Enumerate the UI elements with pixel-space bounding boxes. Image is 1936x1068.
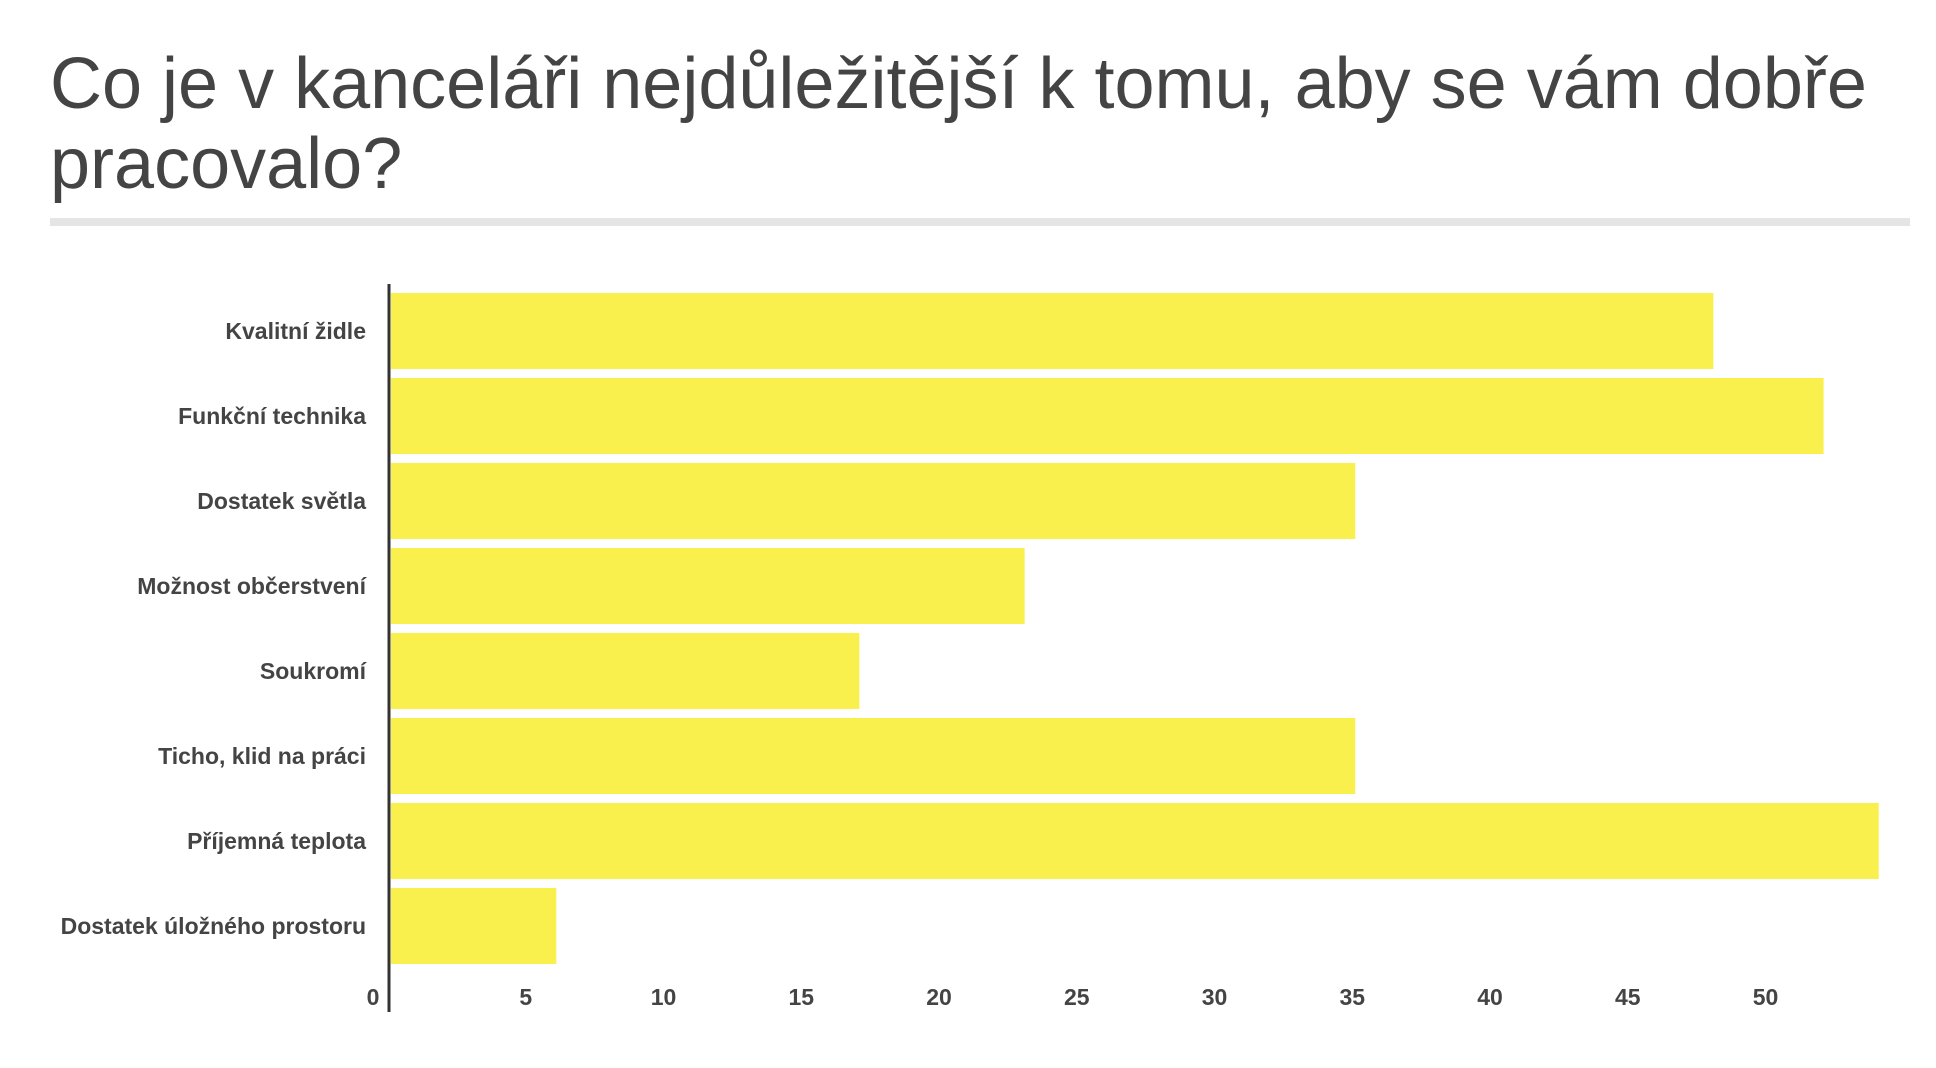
category-label: Příjemná teplota xyxy=(187,828,366,854)
bar-kvalitni-zidle xyxy=(391,293,1714,369)
bar-moznost-obcerstveni xyxy=(391,548,1025,624)
title-divider xyxy=(50,218,1910,226)
bar-dostatek-svetla xyxy=(391,463,1356,539)
bar-prijemna-teplota xyxy=(391,803,1879,879)
bar-soukromi xyxy=(391,633,860,709)
x-tick-label: 20 xyxy=(926,984,952,1010)
x-tick-label: 35 xyxy=(1339,984,1365,1010)
category-label: Kvalitní židle xyxy=(225,318,366,344)
bars-group xyxy=(391,293,1879,964)
bar-funkcni-technika xyxy=(391,378,1824,454)
x-tick-label: 45 xyxy=(1615,984,1641,1010)
category-label: Ticho, klid na práci xyxy=(158,743,366,769)
x-tick-label: 5 xyxy=(519,984,532,1010)
x-tick-label: 10 xyxy=(651,984,677,1010)
x-tick-label: 0 xyxy=(367,984,380,1010)
category-label: Možnost občerstvení xyxy=(137,573,367,599)
x-tick-labels: 0 5 10 15 20 25 30 35 40 45 50 xyxy=(367,984,1779,1010)
bar-dostatek-ulozneho-prostoru xyxy=(391,888,557,964)
category-label: Soukromí xyxy=(260,658,368,684)
category-labels: Kvalitní židle Funkční technika Dostatek s… xyxy=(61,318,368,939)
x-tick-label: 40 xyxy=(1477,984,1503,1010)
x-tick-label: 30 xyxy=(1202,984,1228,1010)
page-title: Co je v kanceláři nejdůležitější k tomu,… xyxy=(50,44,1867,204)
category-label: Funkční technika xyxy=(178,403,366,429)
category-label: Dostatek světla xyxy=(197,488,366,514)
bar-ticho-klid-na-praci xyxy=(391,718,1356,794)
x-tick-label: 15 xyxy=(788,984,814,1010)
x-tick-label: 50 xyxy=(1753,984,1779,1010)
x-tick-label: 25 xyxy=(1064,984,1090,1010)
category-label: Dostatek úložného prostoru xyxy=(61,913,366,939)
